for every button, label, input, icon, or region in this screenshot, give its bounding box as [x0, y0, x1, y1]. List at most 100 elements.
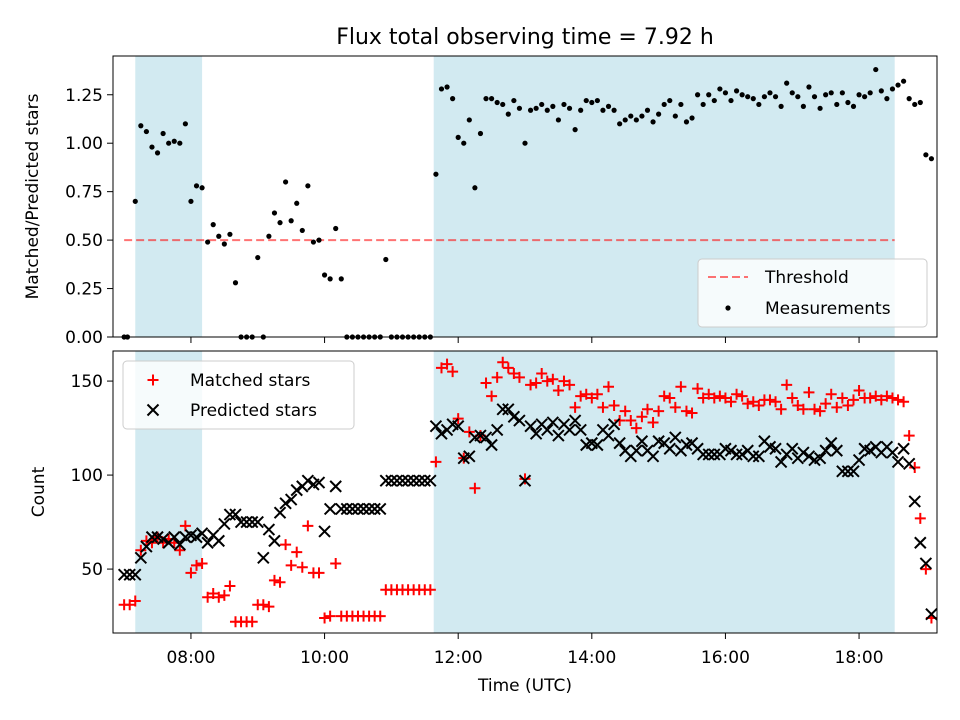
predicted-point — [418, 474, 431, 487]
predicted-point — [635, 435, 649, 448]
matched-point — [291, 546, 303, 558]
y-tick-label: 0.75 — [65, 183, 103, 203]
measurement-point — [678, 101, 684, 108]
predicted-point — [368, 502, 381, 516]
measurement-point — [617, 121, 623, 127]
x-tick-label: 08:00 — [166, 648, 215, 668]
predicted-point — [117, 568, 131, 581]
measurement-point — [500, 101, 506, 108]
predicted-point — [786, 442, 799, 455]
measurement-point — [561, 101, 567, 108]
measurement-point — [778, 103, 784, 109]
matched-point — [647, 416, 659, 428]
predicted-point — [379, 474, 393, 487]
matched-point — [447, 366, 459, 378]
measurement-point — [711, 97, 717, 104]
predicted-point — [708, 448, 721, 461]
matched-point — [597, 401, 609, 413]
predicted-point — [735, 448, 749, 461]
matched-point — [491, 371, 503, 383]
matched-point — [224, 580, 236, 592]
predicted-point — [613, 436, 626, 450]
matched-point — [614, 415, 626, 427]
matched-point — [842, 400, 854, 412]
matched-point — [836, 392, 848, 404]
matched-point — [497, 356, 509, 368]
matched-point — [508, 368, 520, 380]
matched-point — [903, 430, 915, 442]
matched-point — [257, 599, 269, 611]
measurement-point — [912, 101, 918, 108]
matched-point — [708, 392, 720, 404]
predicted-point — [301, 474, 315, 487]
measurement-point — [694, 92, 701, 98]
measurement-point — [533, 105, 539, 111]
matched-point — [452, 413, 464, 425]
measurement-point — [221, 241, 227, 247]
predicted-point — [914, 536, 927, 549]
predicted-point — [546, 416, 560, 429]
measurement-point — [823, 92, 829, 98]
matched-point — [140, 535, 152, 547]
measurement-point — [266, 233, 272, 239]
measurement-point — [438, 86, 445, 92]
predicted-point — [145, 530, 159, 544]
matched-point — [781, 379, 793, 391]
predicted-point — [362, 502, 376, 516]
predicted-point — [607, 418, 621, 431]
measurement-point — [839, 90, 845, 96]
measurements-legend-swatch — [725, 305, 731, 311]
predicted-point — [251, 515, 264, 529]
measurement-point — [132, 198, 138, 204]
measurement-point — [772, 94, 779, 100]
predicted-point — [702, 448, 715, 461]
predicted-legend-label: Predicted stars — [190, 401, 317, 421]
measurement-point — [706, 92, 712, 98]
measurement-point — [672, 113, 678, 119]
measurement-point — [433, 171, 439, 177]
predicted-point — [490, 423, 504, 437]
top-panel: 0.00 0.25 0.50 0.75 1.00 1.25 Matched/Predict… — [23, 55, 938, 348]
y-tick-label: 150 — [71, 372, 103, 392]
matched-point — [285, 559, 297, 571]
matched-point — [435, 362, 447, 374]
measurement-point — [282, 179, 289, 185]
predicted-point — [813, 451, 827, 465]
matched-point — [541, 375, 553, 387]
matched-point — [502, 362, 514, 374]
predicted-point — [696, 448, 710, 461]
measurement-point — [750, 96, 756, 102]
matched-point — [124, 599, 136, 611]
measurement-point — [817, 105, 823, 111]
matched-point — [914, 512, 926, 524]
predicted-point — [507, 410, 521, 424]
predicted-point — [401, 474, 415, 487]
predicted-point — [223, 508, 237, 521]
predicted-point — [201, 536, 214, 549]
predicted-point — [919, 557, 933, 570]
matched-point — [135, 544, 147, 556]
measurement-point — [806, 84, 812, 90]
matched-point — [831, 401, 843, 413]
matched-point — [424, 584, 436, 596]
predicted-point — [290, 483, 303, 497]
measurement-point — [555, 117, 562, 123]
measurement-point — [310, 239, 317, 245]
matched-point — [625, 415, 637, 427]
predicted-point — [262, 523, 276, 536]
measurement-point — [761, 94, 768, 100]
matched-point — [558, 375, 570, 387]
predicted-point — [318, 525, 331, 538]
y-tick-label: 0.50 — [65, 231, 103, 251]
measurement-point — [728, 97, 734, 104]
matched-point — [797, 403, 809, 415]
measurement-point — [511, 97, 517, 104]
matched-point — [174, 544, 186, 556]
measurement-point — [338, 276, 344, 282]
measurement-point — [605, 103, 612, 109]
measurements-legend-label: Measurements — [765, 299, 891, 319]
measurement-point — [160, 130, 166, 137]
predicted-point — [335, 502, 348, 516]
matched-point — [820, 398, 832, 410]
predicted-point — [123, 568, 136, 581]
